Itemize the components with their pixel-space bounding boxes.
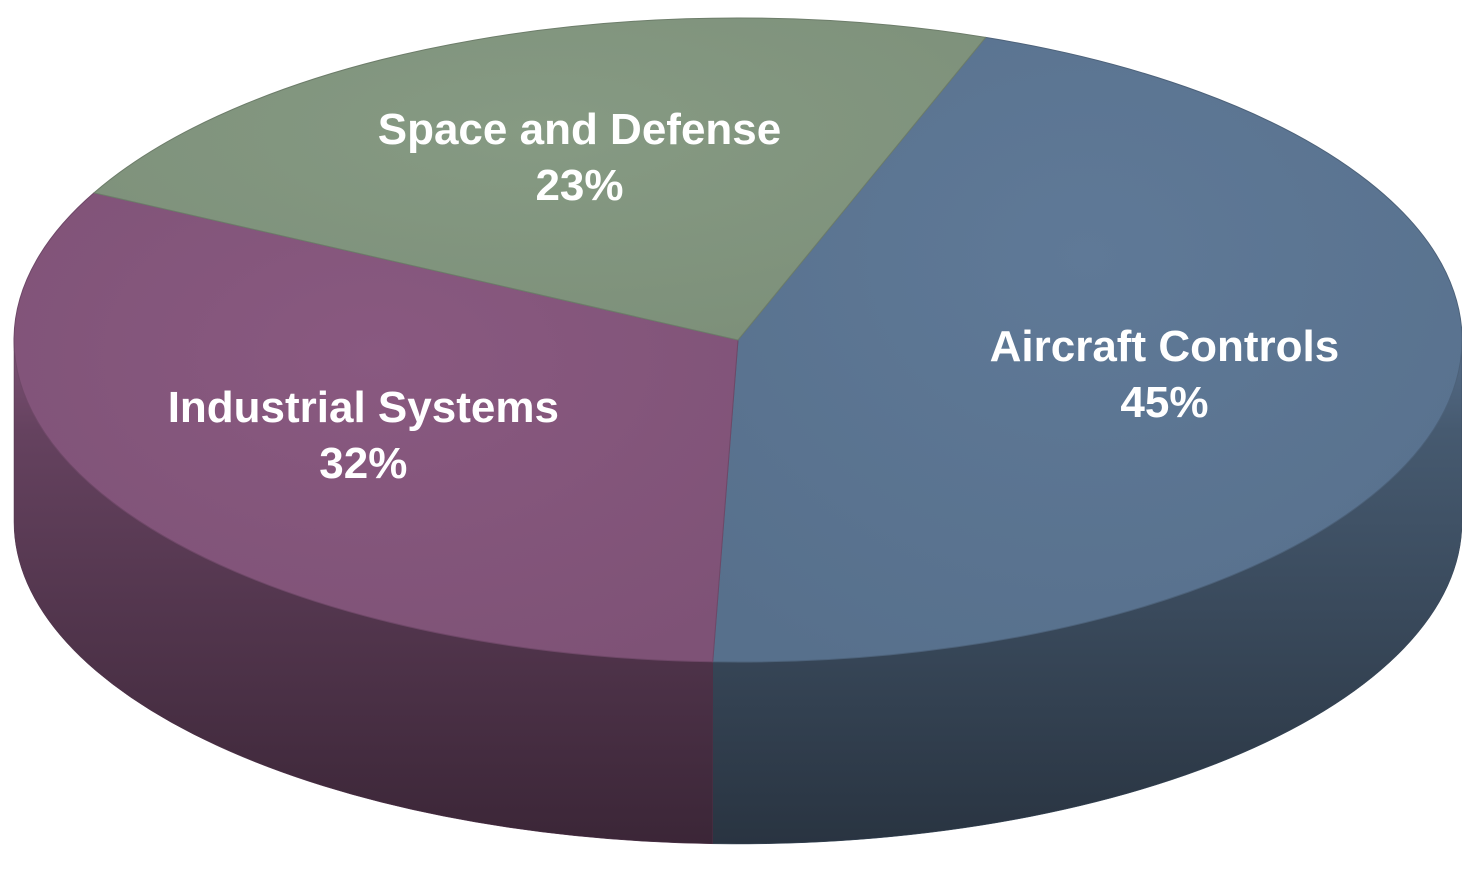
pie-slice-industrial-systems — [13, 192, 739, 663]
slice-name-space-and-defense: Space and Defense — [378, 105, 782, 154]
slice-percent-space-and-defense: 23% — [535, 161, 623, 210]
pie-top-faces — [13, 17, 1462, 663]
pie-slice-aircraft-controls — [712, 36, 1462, 663]
slice-name-industrial-systems: Industrial Systems — [168, 383, 559, 432]
slice-percent-aircraft-controls: 45% — [1120, 378, 1208, 427]
pie-labels: Aircraft Controls 45% Industrial Systems 32… — [168, 105, 1340, 488]
slice-name-aircraft-controls: Aircraft Controls — [990, 322, 1340, 371]
pie-slice-space-and-defense — [92, 17, 987, 341]
slice-percent-industrial-systems: 32% — [319, 439, 407, 488]
